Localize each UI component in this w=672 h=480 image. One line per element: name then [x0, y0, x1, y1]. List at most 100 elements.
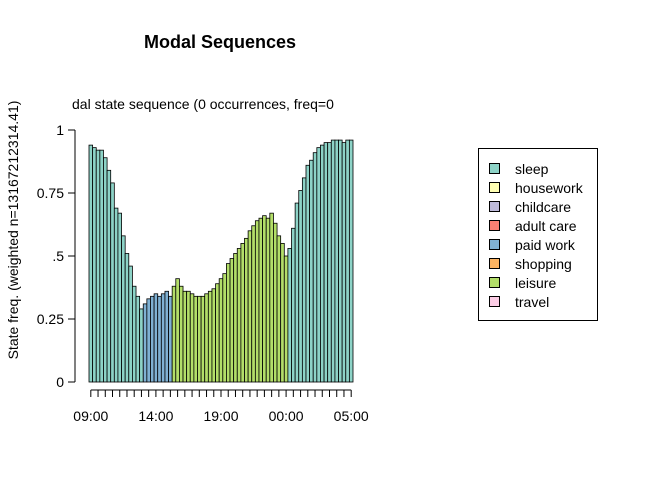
- bar: [189, 293, 195, 383]
- legend-item: sleep: [489, 159, 548, 178]
- bar: [222, 273, 227, 383]
- bar: [193, 295, 198, 383]
- legend-label: travel: [515, 293, 550, 310]
- legend-item: shopping: [489, 254, 572, 273]
- bar: [280, 242, 285, 383]
- bar: [265, 217, 271, 383]
- legend-item: travel: [489, 292, 549, 311]
- bar: [150, 295, 155, 383]
- legend-swatch: [489, 277, 500, 288]
- bar: [287, 248, 292, 383]
- bar: [128, 265, 133, 383]
- bar: [113, 207, 119, 383]
- y-tick-label: 0: [56, 374, 64, 390]
- x-tick-label: 05:00: [334, 408, 369, 424]
- bar: [229, 258, 235, 383]
- legend: sleep housework childcare adult care paid wo…: [478, 148, 598, 321]
- bar: [139, 308, 144, 383]
- bar: [273, 222, 278, 383]
- bar: [258, 217, 263, 383]
- bar: [316, 147, 321, 383]
- bar: [262, 215, 267, 383]
- bar: [207, 290, 213, 383]
- x-tick-label: 14:00: [138, 408, 173, 424]
- bar: [88, 144, 94, 383]
- legend-item: leisure: [489, 273, 556, 292]
- bar: [92, 147, 97, 383]
- bar: [341, 142, 347, 383]
- bar: [320, 144, 325, 383]
- legend-label: childcare: [515, 198, 572, 215]
- legend-swatch: [489, 201, 500, 212]
- bar: [226, 263, 231, 383]
- y-tick-label: 1: [56, 122, 64, 138]
- y-axis-label: State freq. (weighted n=13167212314.41): [5, 101, 21, 360]
- bar: [215, 283, 220, 383]
- legend-item: adult care: [489, 216, 576, 235]
- bar: [301, 177, 307, 383]
- legend-label: housework: [515, 179, 583, 196]
- bar: [330, 139, 336, 383]
- legend-item: housework: [489, 178, 583, 197]
- bar: [348, 139, 354, 383]
- bar: [186, 290, 191, 383]
- legend-label: leisure: [515, 274, 557, 291]
- bar: [182, 290, 188, 383]
- legend-item: childcare: [489, 197, 571, 216]
- bar: [160, 293, 166, 383]
- bar: [236, 248, 242, 383]
- bar: [294, 202, 300, 383]
- bar: [305, 164, 311, 383]
- legend-item: paid work: [489, 235, 575, 254]
- bar: [146, 298, 151, 383]
- bar: [298, 190, 303, 383]
- bar: [233, 253, 238, 383]
- bar: [99, 149, 104, 383]
- bar: [168, 295, 173, 383]
- bar: [131, 285, 137, 383]
- x-tick-label: 00:00: [269, 408, 304, 424]
- legend-swatch: [489, 163, 500, 174]
- y-tick-label: 0.75: [37, 185, 64, 201]
- bar: [312, 152, 318, 383]
- chart-title: Modal Sequences: [144, 32, 296, 52]
- x-tick-label: 19:00: [203, 408, 238, 424]
- bar: [345, 139, 350, 383]
- legend-swatch: [489, 182, 500, 193]
- x-tick-label: 09:00: [73, 408, 108, 424]
- bar: [338, 139, 343, 383]
- bar: [121, 235, 126, 383]
- chart-subtitle: dal state sequence (0 occurrences, freq=…: [72, 96, 334, 112]
- bar: [251, 225, 256, 383]
- legend-label: paid work: [515, 236, 575, 253]
- legend-swatch: [489, 239, 500, 250]
- bar: [197, 295, 202, 383]
- x-axis: 09:00 14:00 19:00 00:00 05:00: [73, 389, 369, 424]
- legend-label: shopping: [515, 255, 572, 272]
- bar: [106, 169, 112, 383]
- bar: [117, 212, 122, 383]
- bar: [254, 220, 260, 383]
- bars-group: [88, 139, 354, 383]
- bar: [276, 235, 282, 383]
- bar: [240, 242, 245, 383]
- legend-label: adult care: [515, 217, 577, 234]
- bar: [179, 285, 184, 383]
- bar: [153, 293, 159, 383]
- y-axis: 0 0.25 .5 0.75 1: [37, 122, 76, 390]
- bar: [142, 303, 148, 383]
- bar: [247, 230, 253, 383]
- y-tick-label: .5: [52, 248, 64, 264]
- bar: [309, 159, 314, 383]
- bar: [218, 278, 224, 383]
- bar: [211, 288, 216, 383]
- y-tick-label: 0.25: [37, 311, 64, 327]
- bar: [175, 278, 180, 383]
- bar: [323, 142, 329, 383]
- bar: [283, 255, 289, 383]
- bar: [157, 295, 162, 383]
- bar: [171, 285, 177, 383]
- bar: [244, 237, 249, 383]
- bar: [200, 295, 206, 383]
